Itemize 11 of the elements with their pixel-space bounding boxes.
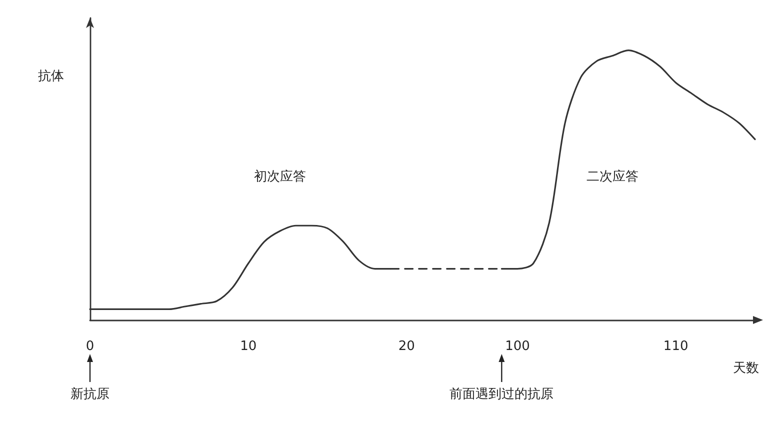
- x-tick-label: 0: [86, 339, 94, 354]
- y-axis-title: 抗体: [38, 69, 64, 84]
- x-tick-label: 20: [398, 339, 415, 354]
- x-tick-label: 100: [505, 339, 530, 354]
- x-tick-label: 10: [240, 339, 257, 354]
- x-tick-label: 110: [663, 339, 688, 354]
- annotation: 二次应答: [586, 168, 638, 184]
- text: 新抗原: [70, 387, 110, 402]
- x-axis-title: 天数: [733, 361, 759, 376]
- annotation: 初次应答: [254, 168, 306, 185]
- text: 前面遇到过的抗原: [450, 387, 554, 402]
